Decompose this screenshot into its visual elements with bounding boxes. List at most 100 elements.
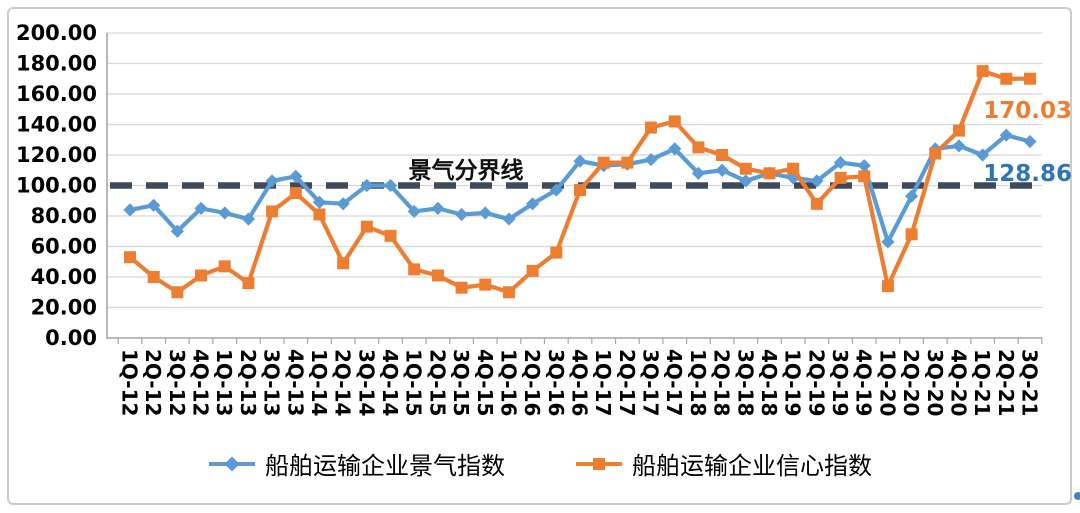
y-axis-tick-label: 40.00 bbox=[31, 265, 97, 289]
data-point-marker bbox=[549, 183, 563, 197]
data-point-marker bbox=[976, 65, 989, 78]
x-axis-tick-label: 1Q-16 bbox=[496, 349, 520, 416]
chart-legend: 船舶运输企业景气指数 船舶运输企业信心指数 bbox=[0, 446, 1080, 481]
data-point-marker bbox=[147, 198, 161, 212]
data-point-marker bbox=[952, 124, 965, 137]
legend-line-diamond-icon bbox=[209, 456, 255, 471]
legend-item-confidence-index[interactable]: 船舶运输企业信心指数 bbox=[575, 446, 872, 481]
data-point-marker bbox=[810, 197, 823, 210]
data-point-marker bbox=[739, 174, 753, 188]
data-point-marker bbox=[739, 162, 752, 175]
data-point-marker bbox=[550, 246, 563, 259]
data-point-marker bbox=[313, 208, 326, 221]
x-axis-tick-label: 4Q-14 bbox=[378, 349, 402, 416]
data-point-marker bbox=[881, 235, 895, 249]
data-point-marker bbox=[668, 115, 681, 128]
y-axis-tick-label: 140.00 bbox=[16, 113, 97, 137]
x-axis-tick-label: 4Q-16 bbox=[568, 349, 592, 416]
x-axis-tick-label: 1Q-13 bbox=[212, 349, 236, 416]
x-axis-tick-label: 3Q-13 bbox=[260, 349, 284, 416]
data-point-marker bbox=[123, 203, 137, 217]
x-axis-tick-label: 3Q-17 bbox=[639, 349, 663, 416]
x-axis-tick-label: 2Q-18 bbox=[710, 349, 734, 416]
data-point-marker bbox=[833, 156, 848, 170]
data-point-marker bbox=[289, 187, 302, 200]
data-point-marker bbox=[289, 169, 303, 183]
x-axis-tick-label: 3Q-21 bbox=[1018, 349, 1042, 416]
data-point-marker bbox=[1000, 72, 1013, 85]
legend-label-boom-index: 船舶运输企业景气指数 bbox=[265, 452, 505, 480]
data-point-marker bbox=[858, 170, 871, 183]
data-point-marker bbox=[881, 280, 894, 293]
data-point-marker bbox=[171, 286, 184, 299]
x-axis-tick-label: 4Q-18 bbox=[757, 349, 781, 416]
x-axis-tick-label: 1Q-18 bbox=[686, 349, 710, 416]
data-point-marker bbox=[691, 166, 706, 180]
data-point-marker bbox=[644, 152, 658, 167]
data-point-marker bbox=[407, 204, 421, 219]
data-point-marker bbox=[574, 184, 586, 197]
data-point-marker bbox=[668, 142, 682, 156]
data-point-marker bbox=[147, 271, 160, 283]
y-axis-tick-label: 80.00 bbox=[31, 204, 97, 228]
data-point-marker bbox=[573, 154, 587, 168]
last-value-label: 128.86 bbox=[983, 161, 1072, 187]
x-axis-tick-label: 4Q-15 bbox=[473, 349, 497, 416]
data-point-marker bbox=[857, 159, 871, 173]
x-axis-tick-label: 1Q-14 bbox=[307, 349, 331, 416]
data-point-marker bbox=[1024, 72, 1036, 85]
y-axis-tick-label: 160.00 bbox=[16, 82, 97, 106]
data-point-marker bbox=[716, 149, 729, 161]
data-point-marker bbox=[597, 156, 610, 169]
data-point-marker bbox=[265, 174, 279, 188]
data-point-marker bbox=[1023, 134, 1037, 149]
y-axis-tick-label: 20.00 bbox=[31, 296, 97, 320]
watermark-dot bbox=[1074, 492, 1080, 500]
y-axis-tick-label: 60.00 bbox=[31, 235, 97, 259]
x-axis-tick-label: 3Q-20 bbox=[923, 349, 947, 416]
legend-label-confidence-index: 船舶运输企业信心指数 bbox=[632, 452, 872, 480]
data-point-marker bbox=[834, 171, 847, 184]
data-point-marker bbox=[929, 147, 942, 160]
data-point-marker bbox=[408, 263, 421, 276]
data-point-marker bbox=[336, 197, 350, 211]
data-point-marker bbox=[763, 167, 776, 180]
x-axis-tick-label: 3Q-12 bbox=[165, 349, 189, 416]
x-axis-tick-label: 2Q-15 bbox=[425, 349, 449, 416]
data-point-marker bbox=[337, 257, 350, 270]
data-point-marker bbox=[431, 269, 444, 282]
data-point-marker bbox=[621, 156, 634, 169]
data-point-marker bbox=[952, 139, 966, 153]
data-point-marker bbox=[195, 269, 208, 282]
data-point-marker bbox=[479, 278, 492, 291]
data-point-marker bbox=[241, 212, 256, 226]
x-axis-tick-label: 1Q-21 bbox=[970, 349, 994, 416]
data-point-marker bbox=[905, 228, 918, 241]
data-point-marker bbox=[904, 189, 919, 203]
x-axis-tick-label: 3Q-16 bbox=[544, 349, 568, 416]
x-axis-tick-label: 3Q-14 bbox=[354, 349, 378, 416]
x-axis-tick-label: 3Q-19 bbox=[828, 349, 852, 416]
x-axis-tick-label: 2Q-19 bbox=[804, 349, 828, 416]
data-point-marker bbox=[502, 212, 516, 226]
data-point-marker bbox=[526, 197, 540, 211]
legend-item-boom-index[interactable]: 船舶运输企业景气指数 bbox=[208, 446, 505, 481]
x-axis-tick-label: 2Q-21 bbox=[994, 349, 1018, 416]
x-axis-tick-label: 3Q-18 bbox=[733, 349, 757, 416]
data-point-marker bbox=[312, 195, 327, 209]
data-point-marker bbox=[645, 121, 658, 134]
line-chart-plot: 0.00 20.00 40.00 60.00 80.00 100.00 120.00 140.… bbox=[16, 21, 1072, 416]
data-point-marker bbox=[692, 141, 705, 154]
data-point-marker bbox=[383, 178, 398, 193]
data-point-marker bbox=[431, 201, 445, 215]
x-axis-tick-label: 1Q-17 bbox=[591, 349, 615, 416]
data-point-marker bbox=[266, 205, 279, 218]
y-axis-tick-label: 200.00 bbox=[16, 21, 97, 45]
x-axis-tick-label: 4Q-17 bbox=[662, 349, 686, 416]
data-point-marker bbox=[999, 128, 1013, 142]
data-point-marker bbox=[787, 162, 800, 175]
data-point-marker bbox=[360, 178, 374, 193]
y-axis-tick-label: 120.00 bbox=[16, 143, 97, 167]
x-axis-tick-label: 2Q-13 bbox=[236, 349, 260, 416]
data-point-marker bbox=[976, 148, 990, 162]
